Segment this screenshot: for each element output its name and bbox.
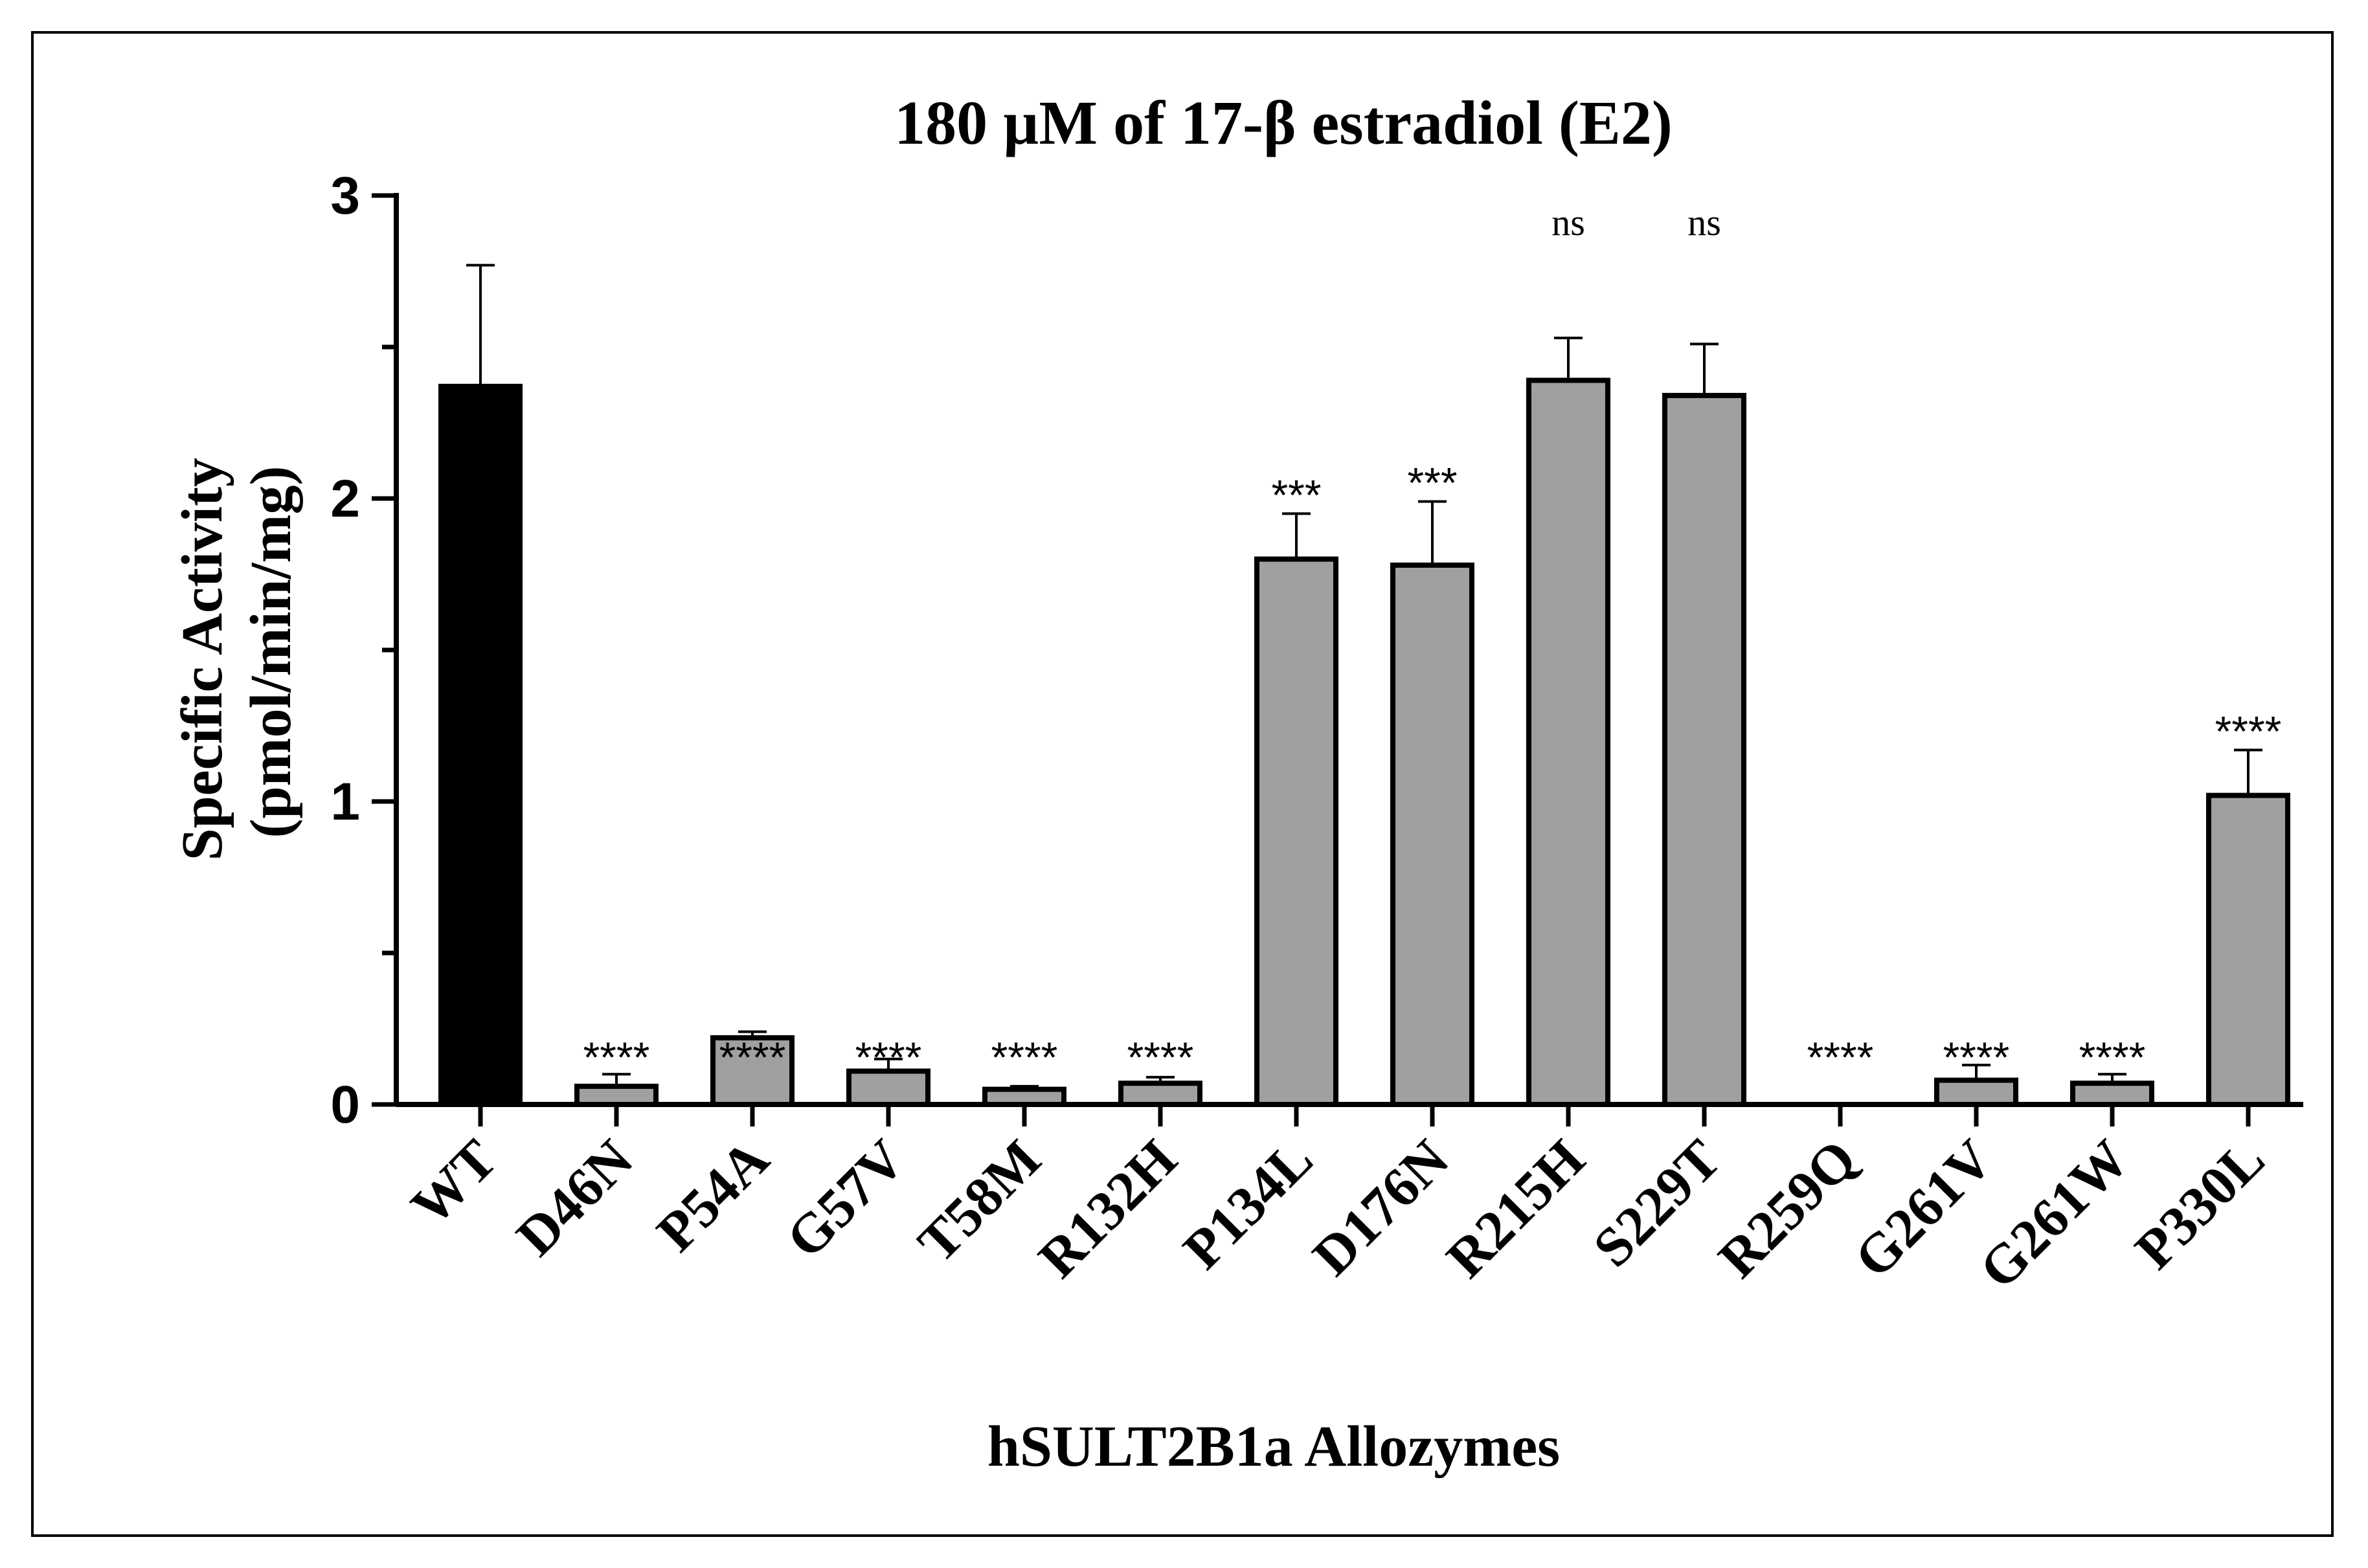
x-tick-label: P330L xyxy=(2123,1128,2277,1281)
bar xyxy=(1934,1077,2018,1108)
significance-label: **** xyxy=(855,1033,922,1081)
significance-label: **** xyxy=(1127,1033,1194,1081)
x-tick-label: G261W xyxy=(1967,1128,2140,1301)
chart-title: 180 µM of 17-β estradiol (E2) xyxy=(894,88,1673,157)
y-tick-label: 1 xyxy=(330,772,360,831)
x-tick-label: D176N xyxy=(1301,1128,1461,1288)
x-tick-label: P134L xyxy=(1171,1128,1325,1281)
bar xyxy=(982,1086,1066,1107)
significance-label: **** xyxy=(1943,1033,2010,1081)
bar xyxy=(1662,392,1746,1107)
x-tick-label: D46N xyxy=(504,1128,645,1268)
x-tick-label: T58M xyxy=(906,1128,1053,1275)
y-tick-label: 2 xyxy=(330,469,360,528)
bar-chart: 180 µM of 17-β estradiol (E2) Specific A… xyxy=(170,88,2303,1479)
bar xyxy=(2206,792,2290,1107)
y-axis-title: Specific Activity (pmol/min/mg) xyxy=(170,443,303,861)
bar xyxy=(1526,377,1610,1107)
significance-label: **** xyxy=(583,1033,650,1081)
significance-label: **** xyxy=(2079,1033,2146,1081)
y-axis-title-line2: (pmol/min/mg) xyxy=(239,466,303,838)
significance-label: **** xyxy=(991,1033,1058,1081)
x-axis-title: hSULT2B1a Allozymes xyxy=(987,1415,1560,1479)
significance-label: **** xyxy=(719,1033,786,1081)
chart-frame: 180 µM of 17-β estradiol (E2) Specific A… xyxy=(31,31,2334,1537)
bar xyxy=(1118,1081,1202,1107)
x-tick-label: R215H xyxy=(1434,1128,1596,1290)
x-tick-label: S229T xyxy=(1581,1128,1732,1279)
y-tick-label: 3 xyxy=(330,166,360,225)
significance-label: **** xyxy=(2215,707,2282,755)
x-tick-label: R259Q xyxy=(1706,1128,1868,1290)
significance-label: **** xyxy=(1807,1033,1874,1081)
significance-label: ns xyxy=(1551,201,1585,243)
bar xyxy=(2070,1081,2154,1107)
x-tick-label: R132H xyxy=(1026,1128,1188,1290)
x-tick-label: WT xyxy=(399,1128,508,1237)
significance-label: *** xyxy=(1271,471,1321,519)
bar xyxy=(1254,556,1338,1107)
x-tick-label: P54A xyxy=(645,1128,781,1264)
y-axis-title-line1: Specific Activity xyxy=(170,458,234,860)
significance-label: ns xyxy=(1687,201,1721,243)
bar xyxy=(574,1083,659,1108)
bar xyxy=(710,1035,795,1108)
x-tick-label: G57V xyxy=(774,1128,917,1270)
y-tick-label: 0 xyxy=(330,1075,360,1134)
bar xyxy=(1390,562,1474,1107)
bar xyxy=(438,383,523,1108)
significance-label: *** xyxy=(1407,459,1457,507)
